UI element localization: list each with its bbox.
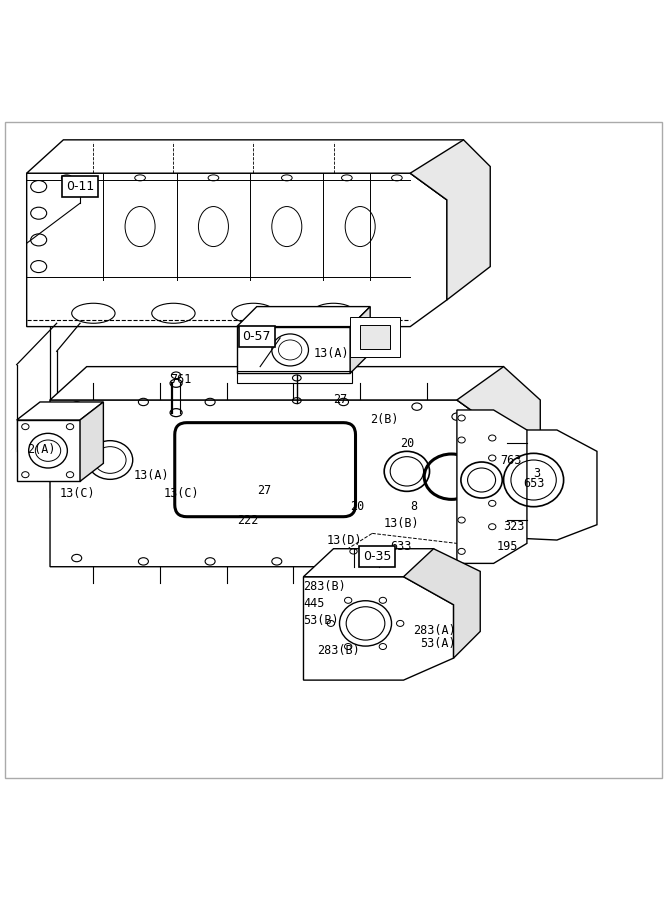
Text: 0-11: 0-11 [66, 180, 94, 193]
Text: 445: 445 [303, 597, 325, 610]
Text: 2(A): 2(A) [27, 444, 55, 456]
Text: 53(A): 53(A) [420, 637, 456, 650]
Polygon shape [303, 577, 454, 680]
Polygon shape [457, 366, 540, 534]
Polygon shape [350, 307, 370, 374]
Text: 13(C): 13(C) [60, 487, 95, 500]
Text: 13(D): 13(D) [327, 534, 362, 546]
Text: 323: 323 [504, 520, 525, 533]
Text: 0-35: 0-35 [363, 550, 391, 563]
Text: 283(B): 283(B) [317, 644, 360, 657]
Polygon shape [50, 366, 504, 433]
Polygon shape [17, 402, 103, 420]
Polygon shape [80, 402, 103, 482]
Polygon shape [27, 140, 464, 200]
Text: 0-57: 0-57 [243, 330, 271, 343]
FancyBboxPatch shape [175, 423, 356, 517]
Text: 653: 653 [524, 477, 545, 490]
Text: 2(B): 2(B) [370, 413, 399, 427]
Text: 283(A): 283(A) [414, 624, 456, 636]
Bar [237, 372, 352, 383]
Polygon shape [360, 325, 390, 348]
Text: 195: 195 [497, 540, 518, 554]
Text: 20: 20 [350, 500, 364, 513]
Text: 283(B): 283(B) [303, 580, 346, 593]
Text: 53(B): 53(B) [303, 614, 339, 626]
Text: 8: 8 [410, 500, 418, 513]
Polygon shape [457, 410, 527, 563]
Polygon shape [303, 549, 454, 577]
Text: 20: 20 [400, 436, 414, 450]
Text: 13(A): 13(A) [133, 469, 169, 482]
Text: 27: 27 [334, 393, 348, 407]
Text: 761: 761 [170, 374, 191, 386]
Polygon shape [237, 327, 350, 374]
Polygon shape [410, 140, 490, 300]
Polygon shape [27, 173, 447, 327]
Text: 763: 763 [500, 454, 522, 466]
Polygon shape [237, 307, 370, 327]
Text: 13(C): 13(C) [163, 487, 199, 500]
Text: 13(A): 13(A) [313, 346, 349, 360]
Text: 3: 3 [534, 467, 541, 480]
Text: 13(B): 13(B) [384, 517, 419, 530]
Text: 27: 27 [257, 483, 271, 497]
Polygon shape [350, 317, 400, 356]
Polygon shape [17, 420, 80, 482]
Polygon shape [487, 430, 597, 540]
Text: 222: 222 [237, 514, 258, 526]
Text: 633: 633 [390, 540, 412, 554]
Polygon shape [404, 549, 480, 658]
Polygon shape [50, 400, 504, 567]
